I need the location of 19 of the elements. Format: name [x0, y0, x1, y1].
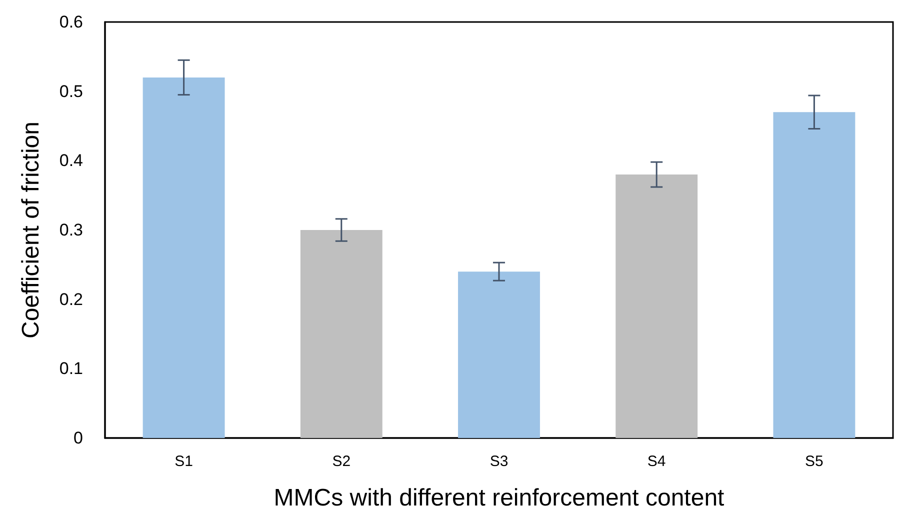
x-tick-label: S2	[332, 453, 351, 470]
y-tick-label: 0.2	[59, 290, 83, 309]
bar	[616, 174, 698, 438]
bar	[773, 112, 856, 438]
bar	[458, 272, 540, 438]
y-tick-label: 0.3	[59, 220, 83, 240]
x-tick-label: S4	[647, 453, 666, 470]
y-tick-label: 0.6	[59, 12, 83, 32]
bar	[300, 230, 382, 438]
y-tick-label: 0.4	[59, 151, 83, 170]
y-tick-label: 0	[74, 428, 83, 448]
x-axis-title: MMCs with different reinforcement content	[274, 484, 725, 512]
y-axis-title: Coefficient of friction	[18, 122, 44, 338]
x-tick-label: S1	[174, 453, 193, 470]
bar	[142, 77, 225, 438]
x-tick-label: S5	[805, 453, 824, 470]
y-tick-label: 0.1	[59, 359, 83, 378]
x-tick-label: S3	[490, 453, 508, 470]
y-tick-label: 0.5	[59, 82, 83, 101]
